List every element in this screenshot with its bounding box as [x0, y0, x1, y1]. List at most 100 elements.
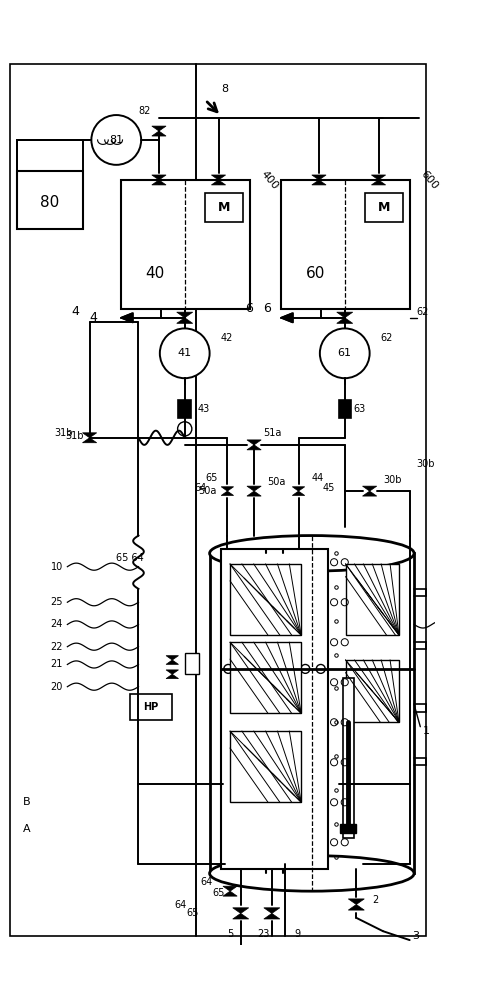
Text: A: A	[23, 824, 31, 834]
Bar	[339, 400, 351, 418]
Text: 23: 23	[257, 929, 269, 939]
Circle shape	[160, 328, 210, 378]
Polygon shape	[281, 313, 292, 322]
Circle shape	[285, 664, 294, 673]
Text: 62: 62	[380, 333, 393, 343]
Polygon shape	[281, 313, 293, 323]
Bar	[281, 180, 409, 309]
Bar	[121, 180, 250, 309]
Polygon shape	[177, 318, 193, 323]
Text: 22: 22	[50, 642, 63, 652]
Polygon shape	[221, 487, 234, 491]
Polygon shape	[348, 905, 365, 910]
Polygon shape	[82, 438, 97, 443]
Bar	[205, 193, 243, 222]
Text: 62: 62	[417, 307, 429, 317]
Polygon shape	[292, 487, 305, 491]
Text: 82: 82	[139, 106, 151, 116]
Polygon shape	[166, 670, 179, 674]
Bar	[185, 653, 199, 674]
Polygon shape	[211, 180, 225, 185]
Polygon shape	[371, 175, 386, 180]
Polygon shape	[247, 440, 261, 445]
Polygon shape	[247, 491, 261, 496]
Text: 2: 2	[372, 895, 379, 905]
Polygon shape	[312, 180, 326, 185]
Bar	[130, 694, 172, 720]
Polygon shape	[152, 131, 166, 136]
Text: 65 64: 65 64	[116, 553, 144, 563]
Text: HP: HP	[143, 702, 159, 712]
Text: B: B	[23, 797, 31, 807]
Text: 5: 5	[227, 929, 233, 939]
Circle shape	[255, 664, 264, 673]
Bar	[230, 642, 301, 713]
Polygon shape	[363, 491, 377, 496]
Text: 41: 41	[178, 348, 192, 358]
Polygon shape	[223, 891, 237, 896]
Text: 30b: 30b	[417, 459, 435, 469]
Text: M: M	[218, 201, 230, 214]
Text: 50a: 50a	[267, 477, 286, 487]
Polygon shape	[152, 180, 166, 185]
Bar	[365, 193, 403, 222]
Text: 64: 64	[195, 483, 207, 493]
Polygon shape	[348, 899, 365, 905]
Bar	[10, 64, 196, 936]
Text: 21: 21	[51, 659, 63, 669]
Polygon shape	[82, 433, 97, 438]
Text: 9: 9	[294, 929, 300, 939]
Bar	[346, 564, 399, 635]
Bar	[210, 553, 414, 873]
Text: 4: 4	[72, 305, 80, 318]
Text: 45: 45	[323, 483, 335, 493]
Polygon shape	[152, 126, 166, 131]
Ellipse shape	[210, 856, 414, 891]
Polygon shape	[166, 674, 179, 679]
Text: 80: 80	[40, 195, 59, 210]
Text: 50a: 50a	[198, 486, 217, 496]
Text: 6: 6	[245, 302, 253, 315]
Polygon shape	[312, 175, 326, 180]
Bar	[230, 564, 301, 635]
Polygon shape	[221, 491, 234, 495]
Polygon shape	[363, 486, 377, 491]
Text: 61: 61	[338, 348, 352, 358]
Circle shape	[316, 664, 325, 673]
Polygon shape	[152, 175, 166, 180]
Polygon shape	[264, 908, 280, 913]
Bar	[343, 678, 354, 838]
Polygon shape	[337, 312, 353, 318]
Text: 64: 64	[174, 900, 186, 910]
Text: 20: 20	[51, 682, 63, 692]
Text: 10: 10	[51, 562, 63, 572]
Polygon shape	[292, 491, 305, 495]
Text: 8: 8	[221, 84, 228, 94]
Text: 65: 65	[212, 888, 224, 898]
Bar	[196, 64, 426, 936]
Text: 1: 1	[423, 726, 430, 736]
Text: 30b: 30b	[383, 475, 402, 485]
Polygon shape	[233, 913, 249, 919]
Circle shape	[91, 115, 141, 165]
Bar	[179, 400, 191, 418]
Text: 64: 64	[201, 877, 213, 887]
Bar	[17, 171, 83, 229]
Circle shape	[320, 328, 369, 378]
Polygon shape	[177, 312, 193, 318]
Polygon shape	[166, 660, 179, 664]
Text: 40: 40	[145, 266, 165, 281]
Bar	[340, 824, 356, 833]
Text: 51a: 51a	[263, 428, 281, 438]
Polygon shape	[264, 913, 280, 919]
Polygon shape	[166, 656, 179, 660]
Circle shape	[224, 664, 233, 673]
Bar	[221, 549, 328, 869]
Circle shape	[301, 664, 310, 673]
Text: 24: 24	[51, 619, 63, 629]
Text: 65: 65	[205, 473, 218, 483]
Bar	[230, 731, 301, 802]
Text: 4: 4	[90, 311, 98, 324]
Text: 31b: 31b	[65, 431, 84, 441]
Text: 81: 81	[109, 135, 123, 145]
